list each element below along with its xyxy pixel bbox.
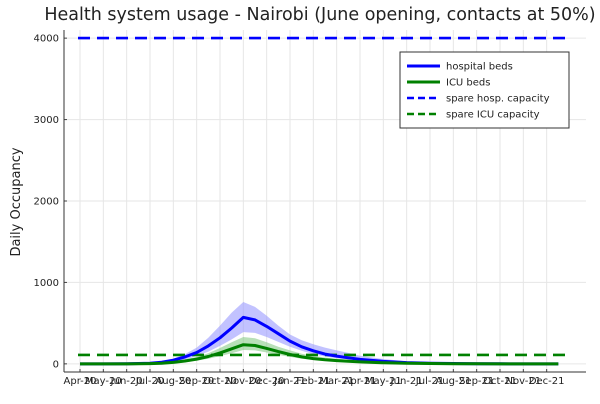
x-tick-label: Oct-20 xyxy=(203,376,237,387)
legend-label: spare hosp. capacity xyxy=(446,94,550,105)
y-tick-label: 2000 xyxy=(34,197,59,208)
x-tick-label: Apr-20 xyxy=(64,376,97,387)
x-tick-label: Sep-20 xyxy=(179,376,214,387)
x-tick-label: Aug-21 xyxy=(435,376,471,387)
x-tick-label: Nov-20 xyxy=(226,376,262,387)
axes: Apr-20May-20Jun-20Jul-20Aug-20Sep-20Oct-… xyxy=(34,30,586,387)
y-tick-label: 3000 xyxy=(34,115,59,126)
x-tick-label: Aug-20 xyxy=(155,376,191,387)
x-tick-label: Oct-21 xyxy=(483,376,517,387)
x-tick-label: Feb-21 xyxy=(296,376,330,387)
x-tick-label: Jul-20 xyxy=(135,376,164,387)
x-tick-label: Sep-21 xyxy=(459,376,494,387)
x-tick-label: May-21 xyxy=(365,376,402,387)
x-tick-label: Mar-21 xyxy=(319,376,354,387)
x-tick-label: Jun-20 xyxy=(110,376,143,387)
legend-label: ICU beds xyxy=(446,78,491,89)
series-line-1 xyxy=(80,343,559,366)
x-tick-label: Jun-21 xyxy=(390,376,423,387)
x-tick-label: Nov-21 xyxy=(506,376,542,387)
legend-label: spare ICU capacity xyxy=(446,110,540,121)
y-axis-label: Daily Occupancy xyxy=(9,147,24,256)
chart-title: Health system usage - Nairobi (June open… xyxy=(44,5,595,25)
y-tick-label: 0 xyxy=(53,359,59,370)
x-tick-label: Jul-21 xyxy=(415,376,444,387)
series-lines xyxy=(78,36,572,366)
x-tick-label: Apr-21 xyxy=(344,376,377,387)
legend: hospital beds ICU beds spare hosp. capacit… xyxy=(399,51,570,129)
x-tick-label: Dec-21 xyxy=(529,376,565,387)
y-tick-label: 1000 xyxy=(34,278,59,289)
x-tick-label: Jan-21 xyxy=(273,376,306,387)
y-tick-label: 4000 xyxy=(34,34,59,45)
x-tick-label: May-20 xyxy=(85,376,122,387)
series-band-0 xyxy=(80,302,559,364)
legend-label: hospital beds xyxy=(446,62,513,73)
x-tick-label: Dec-20 xyxy=(249,376,285,387)
